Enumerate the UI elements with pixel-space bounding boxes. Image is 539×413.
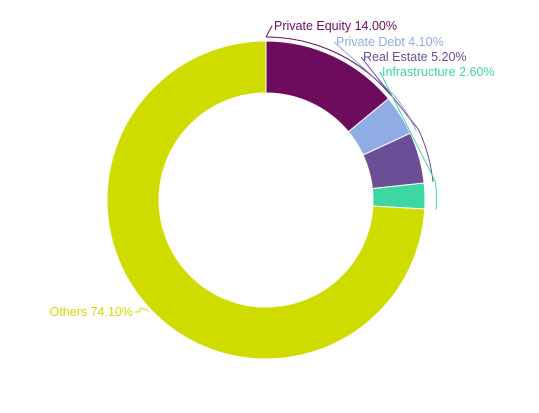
slice-labels: Private Equity 14.00% Private Debt 4.10%R… xyxy=(50,19,495,319)
leader-arc-private-equity xyxy=(265,36,392,97)
label-private-debt: Private Debt 4.10% xyxy=(336,35,444,49)
leader-line-others xyxy=(135,307,150,313)
donut-slices xyxy=(106,40,426,360)
leader-line-private-equity xyxy=(265,25,273,38)
label-leader-lines xyxy=(135,25,437,313)
slice-others[interactable] xyxy=(106,40,426,360)
leader-arc-private-debt xyxy=(393,94,417,131)
label-others: Others 74.10% xyxy=(50,305,133,319)
label-real-estate: Real Estate 5.20% xyxy=(363,50,467,64)
leader-line-real-estate xyxy=(360,56,419,130)
leader-arc-infrastructure xyxy=(435,181,437,210)
leader-line-infrastructure xyxy=(379,71,436,183)
label-private-equity: Private Equity 14.00% xyxy=(274,19,397,33)
leader-arc-real-estate xyxy=(418,129,434,183)
label-infrastructure: Infrastructure 2.60% xyxy=(382,65,495,79)
